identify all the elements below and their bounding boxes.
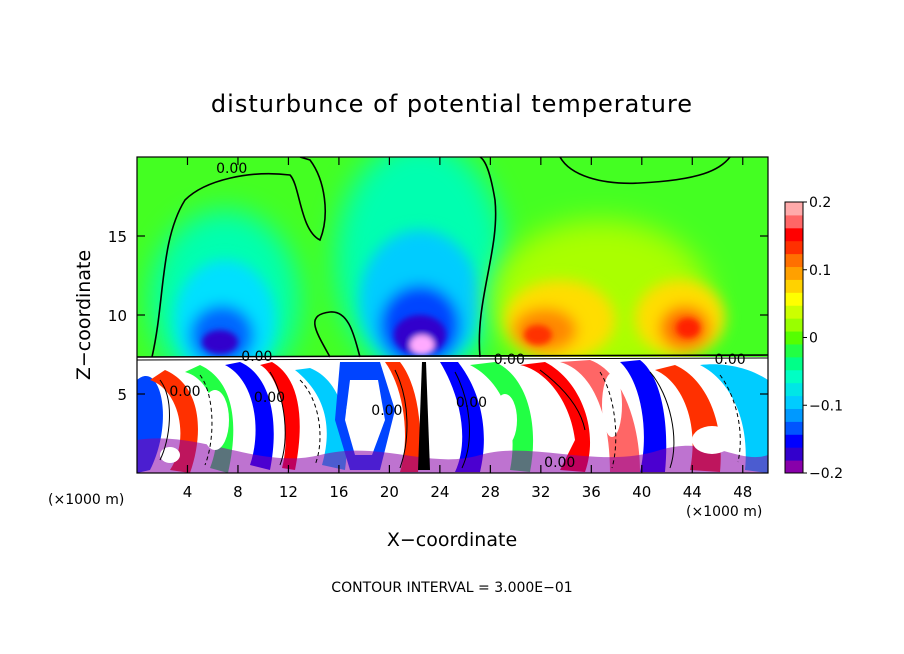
x-tick-label: 20 [380, 483, 399, 501]
x-axis-label: X−coordinate [387, 529, 517, 551]
colorbar-swatch [785, 421, 803, 435]
x-tick-label: 40 [632, 483, 651, 501]
contour-label: 0.00 [544, 455, 575, 471]
contour-label: 0.00 [241, 349, 272, 365]
y-axis: 5 10 15 [108, 228, 768, 404]
contour-interval-note: CONTOUR INTERVAL = 3.000E−01 [331, 580, 572, 596]
colorbar-swatch [785, 331, 803, 345]
x-tick-label: 48 [733, 483, 752, 501]
contour-label: 0.00 [456, 395, 487, 411]
y-axis-label: Z−coordinate [73, 250, 95, 380]
colorbar-swatch [785, 408, 803, 422]
colorbar-swatch [785, 460, 803, 474]
contour-zero-upper-right [478, 157, 497, 358]
contour-lines-lower [159, 369, 741, 469]
x-tick-label: 28 [481, 483, 500, 501]
colorbar-swatch [785, 253, 803, 268]
cool-core-left [202, 330, 238, 354]
x-tick-label: 32 [531, 483, 550, 501]
colorbar-swatch [785, 214, 803, 229]
x-tick-label: 16 [329, 483, 348, 501]
colorbar-swatch [785, 343, 803, 358]
colorbar-swatch [785, 202, 803, 216]
colorbar-swatch [785, 266, 803, 280]
colorbar-tick-label: 0.1 [809, 263, 831, 279]
colorbar-tick-label: 0 [809, 331, 818, 347]
colorbar-swatch [785, 292, 803, 306]
x-tick-label: 36 [582, 483, 601, 501]
colorbar-swatch [785, 227, 803, 242]
colorbar-swatch [785, 447, 803, 461]
lower-turbulent-layer [137, 360, 768, 473]
colorbar-tick-label: −0.1 [809, 398, 843, 414]
colorbar-swatch [785, 318, 803, 332]
contour-zero-top-right [559, 157, 731, 185]
colorbar-swatch [785, 356, 803, 371]
colorbar-swatch [785, 369, 803, 384]
x-tick-label: 8 [233, 483, 243, 501]
contour-label: 0.00 [254, 390, 285, 406]
contour-zero-mid [313, 311, 361, 358]
plot-area: 0.00 0.00 0.00 0.00 0.00 0.00 0.00 0.00 0.00 [136, 156, 769, 474]
contour-labels: 0.00 0.00 0.00 0.00 0.00 0.00 0.00 0.00 0.00 [169, 161, 745, 471]
colorbar-swatch [785, 434, 803, 448]
colorbar-swatch [785, 240, 803, 255]
warm-core-right-b [676, 318, 700, 338]
y-tick-label: 10 [108, 307, 127, 325]
x-tick-label: 24 [430, 483, 449, 501]
colorbar-swatch [785, 382, 803, 397]
y-tick-label: 15 [108, 228, 127, 246]
x-unit-left: (×1000 m) [48, 492, 124, 508]
contour-label: 0.00 [216, 161, 247, 177]
x-unit-right: (×1000 m) [686, 504, 762, 520]
x-tick-label: 4 [183, 483, 193, 501]
colorbar-swatch [785, 305, 803, 319]
colorbar: 0.2 0.1 0 −0.1 −0.2 [784, 195, 843, 482]
colorbar-tick-label: −0.2 [809, 466, 843, 482]
contour-zero-left [151, 157, 326, 358]
x-axis: 4 8 12 16 20 24 28 32 36 40 44 48 [183, 157, 752, 501]
chart-title: disturbunce of potential temperature [211, 90, 693, 118]
x-tick-label: 44 [683, 483, 702, 501]
contour-label: 0.00 [371, 403, 402, 419]
contour-label: 0.00 [169, 384, 200, 400]
y-tick-label: 5 [117, 386, 127, 404]
colorbar-swatch [785, 279, 803, 293]
contour-label: 0.00 [715, 352, 746, 368]
contour-lines [137, 157, 768, 361]
contour-base-line [137, 354, 768, 358]
colorbar-tick-label: 0.2 [809, 195, 831, 211]
warm-core-right-a [524, 325, 552, 345]
contour-label: 0.00 [494, 352, 525, 368]
colorbar-swatch [785, 395, 803, 409]
cool-core-center-peak [410, 335, 434, 355]
x-tick-label: 12 [279, 483, 298, 501]
